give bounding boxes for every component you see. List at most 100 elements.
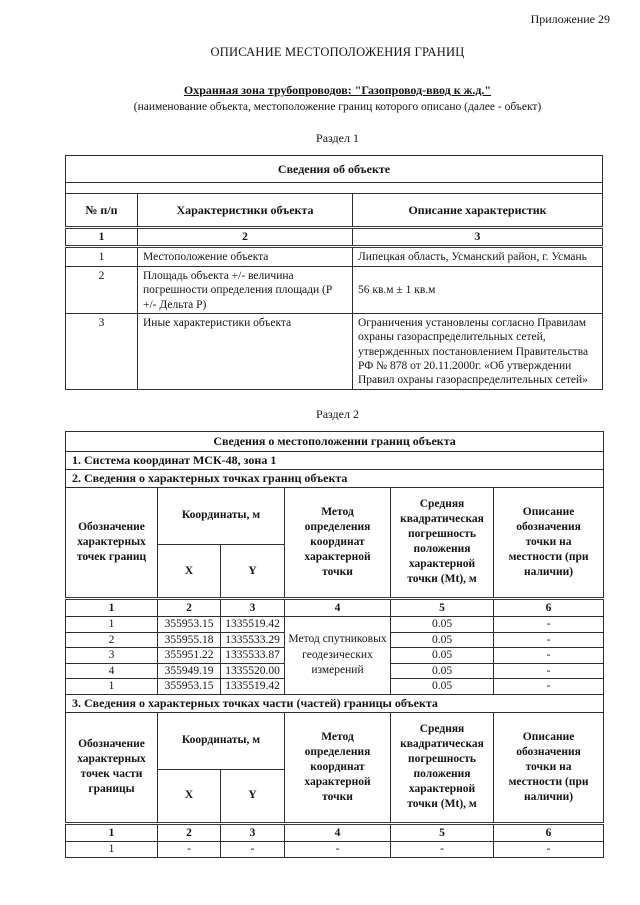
point-row: 4 355949.19 1335520.00 0.05 - [65, 662, 605, 680]
object-name-caption: (наименование объекта, местоположение гр… [133, 100, 542, 113]
header-x: X [157, 768, 221, 824]
characteristic-name: Площадь объекта +/- величина погрешности… [137, 265, 353, 314]
coordinate-system: 1. Система координат МСК-48, зона 1 [64, 450, 605, 470]
point-mt: 0.05 [390, 631, 494, 649]
col-number: 3 [220, 596, 285, 618]
table1-row-area: 2 Площадь объекта +/- величина погрешнос… [65, 265, 604, 314]
point-n: 4 [65, 662, 158, 680]
point-x: 355951.22 [157, 647, 221, 664]
part-point-y: - [220, 841, 285, 858]
part-point-desc: - [492, 841, 605, 858]
point-x: 355953.15 [157, 678, 221, 695]
points-section-title-row: 2. Сведения о характерных точках границ … [64, 468, 605, 488]
part-point-row: 1 - - - - - [65, 841, 605, 858]
point-y: 1335533.29 [220, 631, 285, 649]
table1-row-location: 1 Местоположение объекта Липецкая област… [65, 246, 604, 267]
header-point-designation: Обозначение характерных точек границ [65, 486, 158, 599]
col-number: 5 [390, 596, 494, 618]
object-name: Охранная зона трубопроводов: "Газопровод… [183, 82, 492, 97]
point-n: 1 [65, 616, 158, 633]
points-xy-row: X Y [66, 543, 604, 599]
point-n: 3 [65, 647, 158, 664]
point-mt: 0.05 [390, 647, 494, 664]
point-n: 1 [65, 678, 158, 695]
characteristic-value: Ограничения установлены согласно Правила… [351, 312, 604, 390]
characteristic-name: Иные характеристики объекта [137, 312, 353, 390]
table1-header-row: № п/п Характеристики объекта Описание ха… [65, 193, 604, 228]
header-point-part-designation: Обозначение характерных точек части гран… [65, 711, 158, 824]
header-y: Y [220, 543, 285, 599]
col-number: 2 [157, 821, 221, 843]
col-number: 1 [65, 596, 158, 618]
points-numbering-row: 1 2 3 4 5 6 [65, 596, 605, 618]
col-number: 6 [492, 821, 605, 843]
header-method: Метод определения координат характерной … [284, 486, 391, 599]
parts-xy-row: X Y [66, 768, 604, 824]
col-header-characteristics: Характеристики объекта [137, 193, 353, 228]
col-number: 3 [220, 821, 285, 843]
part-point-n: 1 [65, 841, 158, 858]
header-y: Y [220, 768, 285, 824]
header-description: Описание обозначения точки на местности … [492, 486, 605, 599]
section-2-label: Раздел 2 [316, 406, 359, 421]
table1-numbering-row: 1 2 3 [65, 225, 604, 249]
table2-title: Сведения о местоположении границ объекта [64, 430, 605, 452]
point-x: 355953.15 [157, 616, 221, 633]
document-page: Приложение 29 ОПИСАНИЕ МЕСТОПОЛОЖЕНИЯ ГР… [64, 12, 610, 858]
col-number: 5 [390, 821, 494, 843]
header-mse: Средняя квадратическая погрешность полож… [390, 486, 494, 599]
point-desc: - [492, 662, 605, 680]
table1-title: Сведения об объекте [64, 155, 604, 183]
table1-empty-row [64, 182, 604, 194]
table1-empty-cell [64, 182, 604, 194]
appendix-label: Приложение 29 [530, 12, 610, 26]
point-mt: 0.05 [390, 678, 494, 695]
point-y: 1335519.42 [220, 678, 285, 695]
point-y: 1335519.42 [220, 616, 285, 633]
col-number: 3 [351, 225, 604, 249]
point-x: 355955.18 [157, 631, 221, 649]
points-header-row: Обозначение характерных точек границ Коо… [65, 486, 605, 599]
col-number: 1 [65, 225, 138, 249]
col-number: 4 [284, 821, 391, 843]
table1-title-row: Сведения об объекте [64, 155, 604, 183]
header-coordinates: Координаты, м [157, 711, 285, 770]
point-desc: - [492, 647, 605, 664]
parts-numbering-row: 1 2 3 4 5 6 [65, 821, 605, 843]
point-x: 355949.19 [157, 662, 221, 680]
coordinate-system-row: 1. Система координат МСК-48, зона 1 [64, 450, 605, 470]
table2-title-row: Сведения о местоположении границ объекта [64, 430, 605, 452]
point-mt: 0.05 [390, 616, 494, 633]
point-row: 1 355953.15 1335519.42 Метод спутниковых… [65, 616, 605, 695]
header-description: Описание обозначения точки на местности … [492, 711, 605, 824]
col-number: 1 [65, 821, 158, 843]
point-n: 2 [65, 631, 158, 649]
point-desc: - [492, 616, 605, 633]
point-desc: - [492, 631, 605, 649]
point-y: 1335533.87 [220, 647, 285, 664]
col-number: 2 [137, 225, 353, 249]
boundary-location-table: Сведения о местоположении границ объекта… [64, 430, 605, 858]
col-number: 4 [284, 596, 391, 618]
object-info-table: Сведения об объекте № п/п Характеристики… [64, 155, 604, 390]
part-point-method: - [284, 841, 391, 858]
header-coordinates: Координаты, м [157, 486, 285, 545]
method-value: Метод спутниковых геодезических измерени… [284, 616, 391, 695]
document-title: ОПИСАНИЕ МЕСТОПОЛОЖЕНИЯ ГРАНИЦ [210, 45, 465, 59]
parts-section-title: 3. Сведения о характерных точках части (… [64, 693, 605, 713]
header-mse: Средняя квадратическая погрешность полож… [390, 711, 494, 824]
row-num: 2 [65, 265, 138, 314]
part-point-mt: - [390, 841, 494, 858]
col-header-num: № п/п [65, 193, 138, 228]
characteristic-value: 56 кв.м ± 1 кв.м [351, 265, 604, 314]
row-num: 3 [65, 312, 138, 390]
point-row: 1 355953.15 1335519.42 0.05 - [65, 678, 605, 695]
col-number: 2 [157, 596, 221, 618]
point-mt: 0.05 [390, 662, 494, 680]
col-number: 6 [492, 596, 605, 618]
characteristic-name: Местоположение объекта [137, 246, 353, 267]
parts-section-title-row: 3. Сведения о характерных точках части (… [64, 693, 605, 713]
characteristic-value: Липецкая область, Усманский район, г. Ус… [351, 246, 604, 267]
point-desc: - [492, 678, 605, 695]
section-1-label: Раздел 1 [316, 131, 359, 145]
